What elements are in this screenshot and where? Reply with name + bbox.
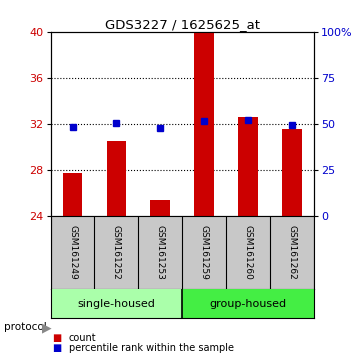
Bar — [151, 200, 170, 216]
Text: GSM161260: GSM161260 — [244, 225, 253, 280]
Bar — [182, 289, 314, 318]
Bar — [62, 173, 82, 216]
Text: GSM161262: GSM161262 — [288, 225, 297, 280]
Bar — [51, 289, 182, 318]
Bar — [194, 32, 214, 216]
Text: ▶: ▶ — [42, 321, 51, 334]
Bar — [282, 130, 302, 216]
Text: percentile rank within the sample: percentile rank within the sample — [69, 343, 234, 353]
Text: count: count — [69, 333, 96, 343]
Text: group-housed: group-housed — [210, 299, 287, 309]
Text: ■: ■ — [52, 343, 62, 353]
Text: GSM161253: GSM161253 — [156, 225, 165, 280]
Text: single-housed: single-housed — [78, 299, 155, 309]
Text: GSM161252: GSM161252 — [112, 225, 121, 280]
Text: ■: ■ — [52, 333, 62, 343]
Text: GSM161259: GSM161259 — [200, 225, 209, 280]
Text: GSM161249: GSM161249 — [68, 225, 77, 280]
Bar — [238, 117, 258, 216]
Title: GDS3227 / 1625625_at: GDS3227 / 1625625_at — [105, 18, 260, 31]
Text: protocol: protocol — [4, 322, 46, 332]
Bar — [106, 141, 126, 216]
